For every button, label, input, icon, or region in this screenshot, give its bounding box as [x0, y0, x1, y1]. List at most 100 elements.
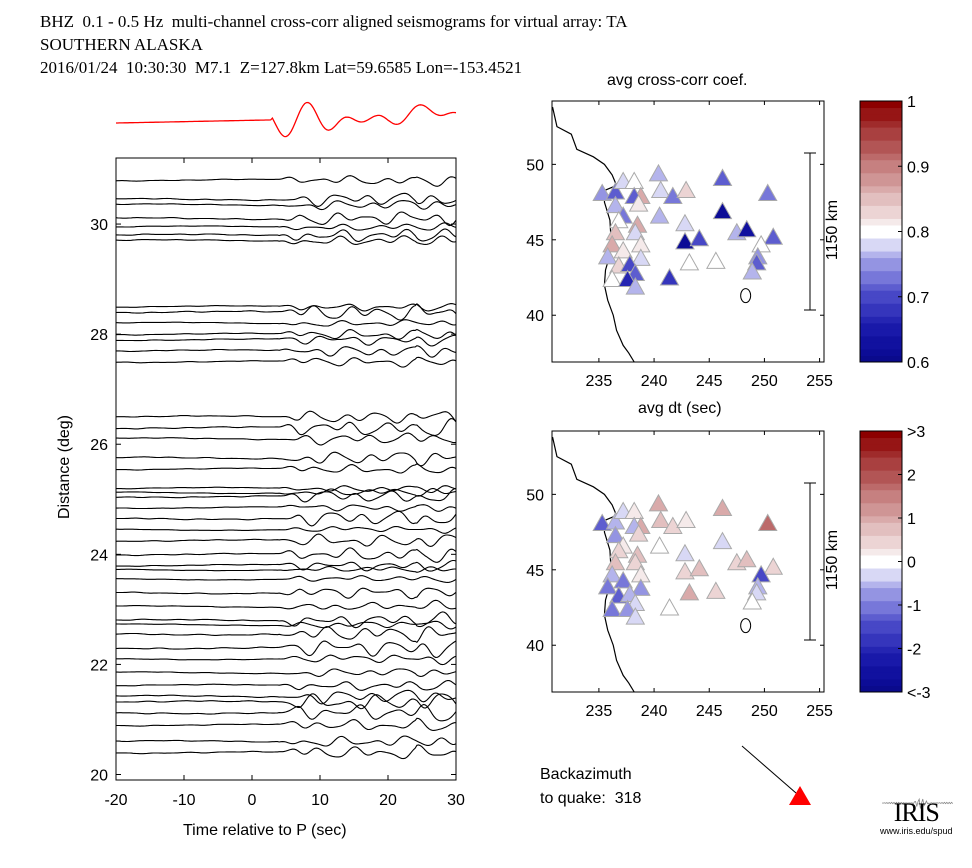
map2-colorbar-cell — [860, 626, 902, 634]
map1-xlabel: avg dt (sec) — [638, 400, 722, 417]
x-tick-label: 10 — [311, 792, 329, 809]
map2-colorbar-cell — [860, 646, 902, 654]
seismogram-trace — [116, 504, 457, 512]
map1-colorbar-cell — [860, 114, 902, 122]
map2-station-marker — [649, 536, 670, 554]
map2-colorbar-cell — [860, 522, 902, 530]
figure-title-event: 2016/01/24 10:30:30 M7.1 Z=127.8km Lat=5… — [40, 58, 523, 77]
map2-station-marker — [706, 581, 726, 599]
backazimuth-value: to quake: 318 — [540, 790, 642, 807]
map1-colorbar-cell — [860, 146, 902, 154]
map2-station-marker — [712, 531, 733, 550]
map2-station-marker — [662, 516, 683, 535]
seismogram-trace — [116, 587, 457, 600]
seismogram-trace — [116, 222, 457, 231]
map2-colorbar-cell — [860, 528, 902, 536]
seismogram-trace — [116, 319, 457, 327]
map2-station-marker — [679, 582, 700, 601]
figure-title-region: SOUTHERN ALASKA — [40, 35, 203, 54]
map2-station-marker — [625, 607, 646, 625]
map2-colorbar-cell — [860, 496, 902, 504]
map2-colorbar-cell — [860, 581, 902, 589]
map1-colorbar-cell — [860, 290, 902, 298]
seismogram-trace — [116, 510, 457, 527]
map1-colorbar-cell — [860, 342, 902, 350]
map1-station-marker — [605, 195, 626, 214]
seismogram-trace — [116, 303, 457, 312]
map1-colorbar-cell — [860, 205, 902, 213]
map1-station-marker — [625, 277, 646, 295]
map2-station-marker — [742, 591, 763, 610]
map2-colorbar-label: <-3 — [907, 685, 931, 702]
map2-station-marker — [605, 552, 626, 571]
map2-colorbar-label: 0 — [907, 555, 916, 572]
seismogram-trace — [115, 303, 457, 321]
map1-colorbar-cell — [860, 277, 902, 285]
map2-colorbar-cell — [860, 639, 902, 647]
map2-colorbar-cell — [860, 470, 902, 478]
seismogram-trace — [116, 680, 457, 691]
map2-station-marker — [648, 493, 669, 512]
map2-station-marker — [630, 578, 651, 596]
seismogram-trace — [115, 689, 457, 705]
map2-station-marker — [676, 510, 696, 529]
iris-logo: IRIS www.iris.edu/spud — [880, 798, 953, 837]
record-axes-box — [115, 157, 457, 781]
map1-colorbar-cell — [860, 211, 902, 219]
map1-scale-label: 1150 km — [824, 199, 841, 261]
seismogram-trace — [116, 559, 457, 572]
map1-station-marker — [675, 213, 695, 232]
seismogram-trace — [116, 334, 456, 347]
iris-logo-text: IRIS — [893, 798, 940, 827]
map2-station-marker — [659, 598, 680, 616]
seismogram-trace — [116, 525, 457, 534]
map2-station-marker — [625, 552, 646, 571]
seismogram-trace — [116, 654, 457, 666]
map2-station-marker — [628, 524, 649, 542]
map2-colorbar-cell — [860, 476, 902, 484]
map1-colorbar-cell — [860, 153, 902, 161]
map1-title: avg cross-corr coef. — [607, 72, 748, 89]
map1-colorbar-label: 0.7 — [907, 290, 929, 307]
y-tick-label: 50 — [526, 487, 544, 504]
map1-colorbar-cell — [860, 355, 902, 363]
x-tick-label: 235 — [586, 703, 613, 720]
x-tick-label: -20 — [104, 792, 127, 809]
map1-lake — [740, 288, 752, 304]
map1-colorbar-cell — [860, 238, 902, 246]
x-tick-label: 0 — [248, 792, 257, 809]
map2-scale-label: 1150 km — [824, 529, 841, 591]
map1-station-marker — [712, 168, 733, 186]
map1-station-marker — [742, 261, 763, 280]
map1-colorbar-cell — [860, 270, 902, 278]
map1-colorbar-cell — [860, 296, 902, 304]
x-tick-label: -10 — [172, 792, 195, 809]
map1-colorbar-cell — [860, 218, 902, 226]
seismogram-trace — [116, 463, 457, 474]
map1-coastline — [551, 106, 635, 363]
seismogram-trace — [115, 410, 457, 424]
map1-colorbar-cell — [860, 231, 902, 239]
seismogram-trace — [116, 693, 457, 710]
map1-colorbar-cell — [860, 140, 902, 148]
map1-colorbar-cell — [860, 335, 902, 343]
map1-colorbar-cell — [860, 244, 902, 252]
y-tick-label: 45 — [526, 563, 544, 580]
map1-station-marker — [625, 222, 646, 241]
map1-colorbar-cell — [860, 127, 902, 135]
map1-colorbar-cell — [860, 120, 902, 128]
map1-station-marker — [649, 206, 670, 224]
map1-station-marker — [757, 183, 778, 202]
map1-station-marker — [617, 269, 638, 288]
map1-station-marker — [592, 183, 613, 202]
map2-lake — [740, 618, 752, 634]
map1-colorbar-cell — [860, 257, 902, 265]
map2-colorbar-cell — [860, 672, 902, 680]
map2-station-marker — [736, 549, 757, 568]
map1-station-marker — [736, 219, 757, 238]
map1-station-marker — [597, 246, 618, 265]
map1-colorbar-cell — [860, 172, 902, 180]
map2-station-marker — [763, 557, 784, 575]
y-tick-label: 50 — [526, 157, 544, 174]
seismogram-trace — [116, 488, 457, 503]
